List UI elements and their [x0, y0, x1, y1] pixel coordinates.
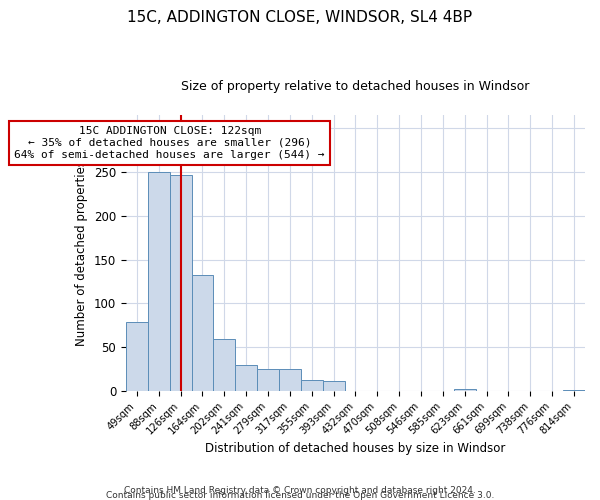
Bar	[563, 390, 585, 391]
Text: 15C, ADDINGTON CLOSE, WINDSOR, SL4 4BP: 15C, ADDINGTON CLOSE, WINDSOR, SL4 4BP	[127, 10, 473, 25]
Bar	[214, 338, 235, 391]
Bar	[323, 382, 344, 391]
Bar	[235, 365, 257, 391]
Bar	[126, 322, 148, 391]
Bar	[454, 390, 476, 391]
Bar	[148, 172, 170, 391]
Title: Size of property relative to detached houses in Windsor: Size of property relative to detached ho…	[181, 80, 530, 93]
Text: Contains public sector information licensed under the Open Government Licence 3.: Contains public sector information licen…	[106, 491, 494, 500]
Text: Contains HM Land Registry data © Crown copyright and database right 2024.: Contains HM Land Registry data © Crown c…	[124, 486, 476, 495]
Bar	[257, 369, 279, 391]
Bar	[301, 380, 323, 391]
Y-axis label: Number of detached properties: Number of detached properties	[76, 160, 88, 346]
Bar	[191, 276, 214, 391]
Bar	[279, 369, 301, 391]
Text: 15C ADDINGTON CLOSE: 122sqm
← 35% of detached houses are smaller (296)
64% of se: 15C ADDINGTON CLOSE: 122sqm ← 35% of det…	[14, 126, 325, 160]
Bar	[170, 176, 191, 391]
X-axis label: Distribution of detached houses by size in Windsor: Distribution of detached houses by size …	[205, 442, 506, 455]
